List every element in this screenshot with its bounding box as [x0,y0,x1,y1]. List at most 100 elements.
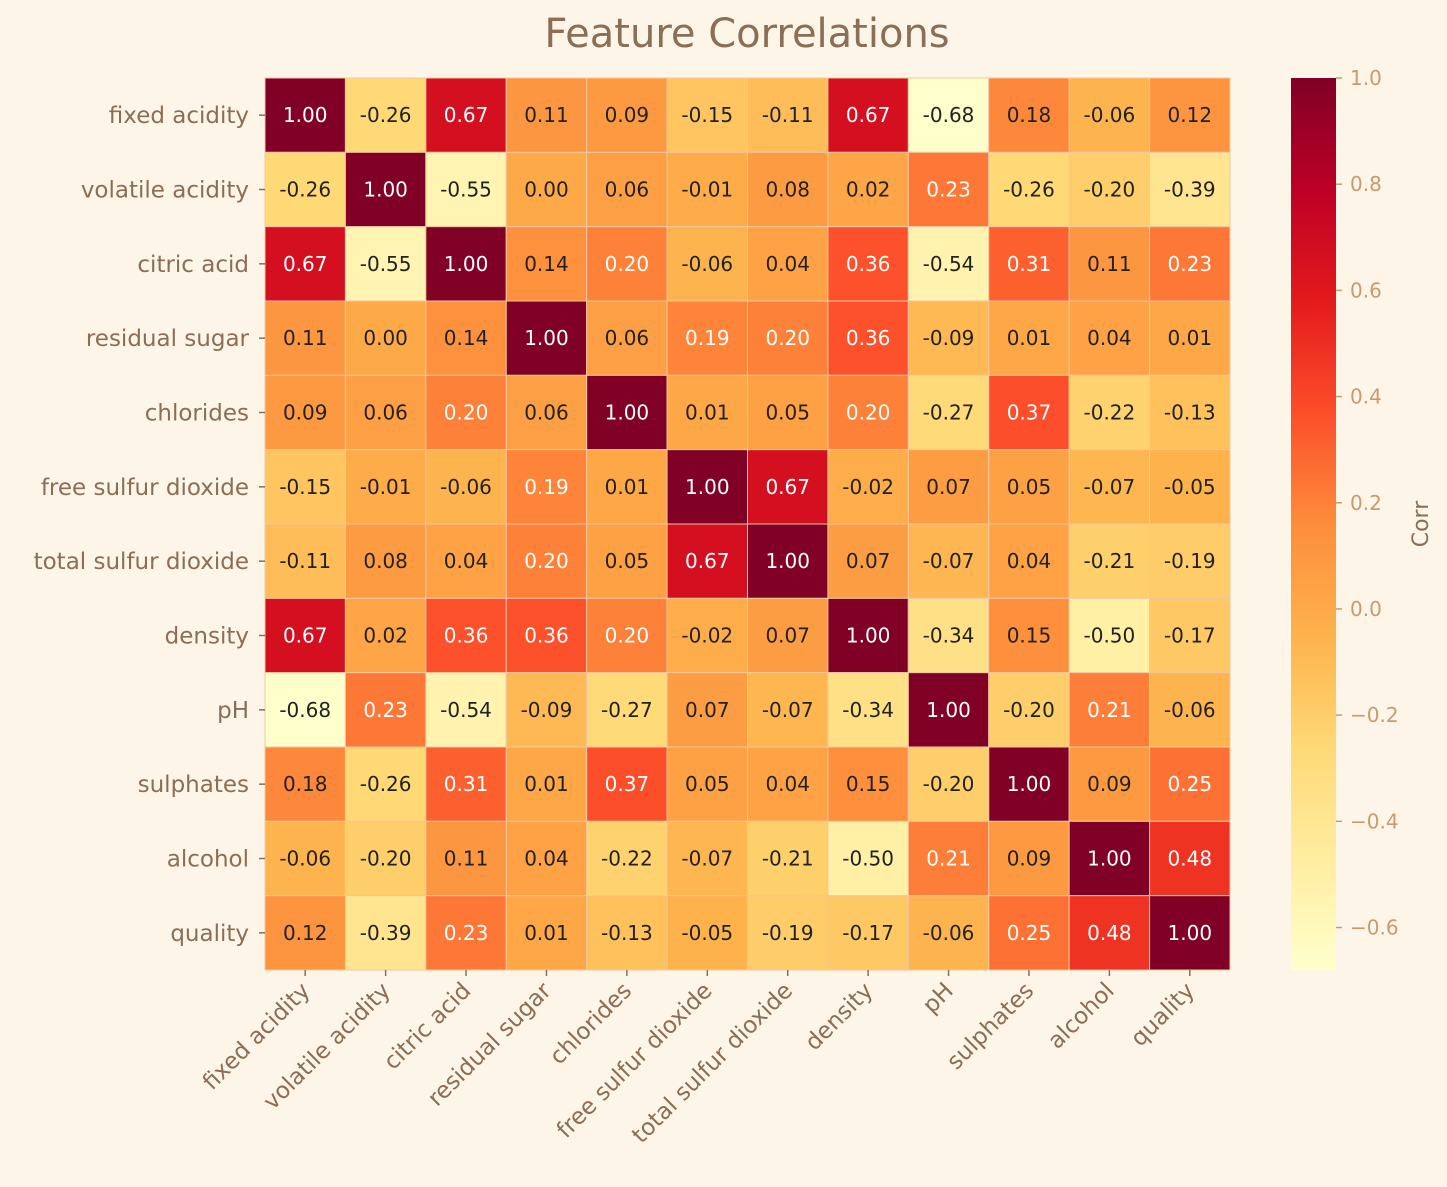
cell-value-label: 0.00 [524,178,569,202]
heatmap-cell [344,746,427,822]
y-tick-label: residual sugar [86,326,250,352]
heatmap-cell [666,151,748,228]
cell-value-label: -0.02 [681,624,733,648]
x-tick-label: density [800,978,878,1056]
heatmap-cell [988,151,1070,228]
heatmap-cell [666,374,748,451]
cell-value-label: 0.67 [444,103,489,127]
heatmap-cell [425,374,507,451]
cell-value-label: 0.11 [283,326,328,350]
heatmap-cell [264,449,346,525]
heatmap-cell [344,523,427,599]
cell-value-label: 0.36 [444,624,489,648]
cell-value-label: -0.17 [842,921,894,945]
heatmap-cell [988,77,1070,153]
heatmap-cell [425,672,507,748]
cell-value-label: 0.01 [524,921,569,945]
cell-value-label: 0.11 [444,847,489,871]
cell-value-label: 0.11 [524,103,569,127]
heatmap-cell [264,151,346,228]
cell-value-label: -0.11 [279,549,331,573]
cell-value-label: -0.22 [601,847,653,871]
cell-value-label: 0.37 [1007,401,1052,425]
y-tick-label: alcohol [167,847,249,873]
cell-value-label: 1.00 [765,549,810,573]
heatmap-cell [1068,746,1151,822]
cell-value-label: -0.54 [440,698,492,722]
cell-value-label: 0.14 [444,326,489,350]
heatmap-cell [505,449,588,525]
colorbar-tick-label: 0.6 [1350,278,1382,302]
heatmap-cell [1149,820,1231,897]
cell-value-label: -0.50 [842,847,894,871]
cell-value-label: 0.31 [444,772,489,796]
heatmap-cell [586,746,668,822]
colorbar-ticks: 1.0 0.8 0.6 0.4 0.2 0.0 −0.2 −0.4 −0.6 [1336,66,1399,940]
heatmap-cell [425,895,507,971]
heatmap-cell [505,597,588,674]
heatmap-cell [586,374,668,451]
cell-value-label: 0.05 [1007,475,1052,499]
cell-value-label: 0.09 [605,103,650,127]
x-tick-label: free sulfur dioxide [552,978,718,1144]
cell-value-label: 0.01 [1007,326,1052,350]
heatmap-cell [264,597,346,674]
cell-value-label: 0.15 [846,772,891,796]
heatmap-cell [1068,300,1151,376]
cell-value-label: -0.22 [1084,401,1136,425]
y-tick-label: pH [217,698,249,724]
cell-value-label: 0.05 [765,401,810,425]
cell-value-label: -0.11 [762,103,814,127]
cell-value-label: -0.05 [681,921,733,945]
cell-value-label: 0.07 [926,475,971,499]
heatmap-cell [988,895,1070,971]
cell-value-label: 0.21 [1087,698,1132,722]
heatmap-cell [1149,523,1231,599]
heatmap-cell [344,895,427,971]
cell-value-label: -0.27 [923,401,975,425]
heatmap-cell [666,820,748,897]
heatmap-cell [1149,597,1231,674]
heatmap-cell [586,151,668,228]
heatmap-cell [827,672,909,748]
cell-value-label: 0.05 [685,772,730,796]
cell-value-label: 0.01 [1168,326,1213,350]
x-tick-label: total sulfur dioxide [627,978,798,1149]
cell-value-label: 0.14 [524,252,569,276]
cell-value-label: 0.15 [1007,624,1052,648]
heatmap-cell [425,300,507,376]
heatmap-cell [747,895,829,971]
heatmap-cell [1149,77,1231,153]
cell-value-label: 1.00 [444,252,489,276]
cell-value-label: -0.13 [1164,401,1216,425]
heatmap-cell [344,77,427,153]
heatmap-cell [505,820,588,897]
heatmap-cell [907,523,990,599]
heatmap-cell [747,820,829,897]
heatmap-cell [988,300,1070,376]
heatmap-cell [425,226,507,302]
cell-value-label: 0.06 [524,401,569,425]
heatmap-cell [586,77,668,153]
heatmap-cell [988,449,1070,525]
cell-value-label: -0.07 [762,698,814,722]
cell-value-label: 0.08 [363,549,408,573]
heatmap-cell [827,449,909,525]
cell-value-label: 0.67 [283,252,328,276]
cell-value-label: 0.05 [605,549,650,573]
heatmap-cell [827,151,909,228]
heatmap-cell [827,597,909,674]
heatmap-cell [425,77,507,153]
heatmap-cell [747,523,829,599]
cell-value-label: -0.06 [279,847,331,871]
heatmap-cell [747,300,829,376]
cell-value-label: -0.07 [681,847,733,871]
heatmap-cell [827,374,909,451]
cell-value-label: -0.19 [762,921,814,945]
heatmap-cell [907,672,990,748]
chart-title: Feature Correlations [544,11,949,57]
heatmap-cell [1068,151,1151,228]
cell-value-label: -0.55 [440,178,492,202]
cell-value-label: 0.07 [846,549,891,573]
cell-value-label: -0.21 [762,847,814,871]
